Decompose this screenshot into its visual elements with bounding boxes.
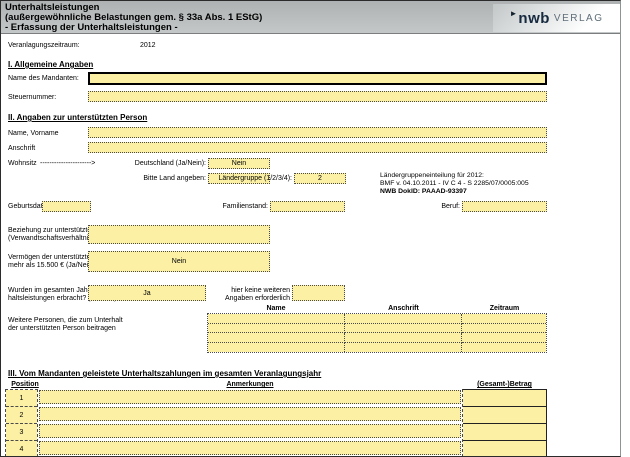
deutschland-label: Deutschland (Ja/Nein):: [134, 160, 206, 167]
anmerkungen-cell[interactable]: [39, 424, 461, 438]
betrag-column: [462, 389, 547, 457]
beruf-field[interactable]: [462, 201, 547, 212]
wohnsitz-deutschland-field[interactable]: Nein: [208, 158, 270, 169]
col-header-position: Position: [11, 381, 39, 388]
nwb-dokid-line: NWB DokID: PAAAD-93397: [380, 188, 467, 195]
form-title-line3: - Erfassung der Unterhaltsleistungen -: [5, 22, 178, 33]
betrag-cell[interactable]: [463, 390, 546, 407]
position-cell: 2: [6, 407, 37, 424]
laendergruppe-label: Ländergruppe (1/2/3/4):: [218, 175, 292, 182]
person-anschrift-field[interactable]: [88, 142, 547, 153]
familienstand-label: Familienstand:: [222, 203, 268, 210]
wohnsitz-arrow: ---------------------->: [40, 160, 96, 167]
logo-brand-text: nwb: [518, 9, 550, 27]
wp-header-anschrift: Anschrift: [388, 305, 419, 312]
section2-heading: II. Angaben zur unterstützten Person: [8, 113, 148, 122]
weitere-personen-cell[interactable]: [345, 333, 462, 343]
header-bar: Unterhaltsleistungen (außergewöhnliche B…: [1, 1, 621, 34]
beruf-label: Beruf:: [441, 203, 460, 210]
beziehung-label-line2: (Verwandtschaftsverhältnis o. Ä.): [8, 235, 111, 242]
position-cell: 1: [6, 390, 37, 407]
position-cell: 3: [6, 424, 37, 441]
weitere-personen-cell[interactable]: [208, 333, 345, 343]
period-label: Veranlagungszeitraum:: [8, 42, 80, 49]
unterhalt-ganzjahr-field[interactable]: Ja: [88, 285, 206, 301]
weitere-personen-label-line1: Weitere Personen, die zum Unterhalt: [8, 317, 123, 324]
mandant-label: Name des Mandanten:: [8, 75, 79, 82]
land-field[interactable]: [208, 173, 270, 184]
weitere-personen-cell[interactable]: [208, 314, 345, 324]
nwb-verlag-logo: ► nwb VERLAG: [493, 4, 620, 32]
familienstand-field[interactable]: [270, 201, 345, 212]
geburtsdatum-label: Geburtsdatum:: [8, 203, 55, 210]
weitere-personen-cell[interactable]: [345, 314, 462, 324]
keine-weiteren-angaben-field[interactable]: [292, 285, 345, 301]
betrag-cell[interactable]: [463, 441, 546, 457]
weitere-personen-cell[interactable]: [208, 323, 345, 333]
weitere-personen-cell[interactable]: [462, 342, 546, 352]
laendergruppe-field[interactable]: 2: [294, 173, 346, 184]
laendergruppen-info-line1: Ländergruppeneinteilung für 2012:: [380, 172, 484, 179]
geburtsdatum-field[interactable]: [42, 201, 91, 212]
betrag-cell[interactable]: [463, 407, 546, 424]
section3-heading: III. Vom Mandanten geleistete Unterhalts…: [8, 369, 322, 378]
steuernummer-field[interactable]: [88, 91, 547, 102]
weitere-personen-table: [207, 313, 547, 353]
person-name-label: Name, Vorname: [8, 130, 59, 137]
weitere-personen-cell[interactable]: [345, 323, 462, 333]
mandant-name-field[interactable]: [88, 72, 547, 85]
weitere-personen-cell[interactable]: [208, 342, 345, 352]
period-value: 2012: [140, 42, 156, 49]
wohnsitz-label: Wohnsitz: [8, 160, 37, 167]
vermoegen-label-line2: mehr als 15.500 € (Ja/Nein): [8, 262, 95, 269]
vermoegen-label-line1: Vermögen der unterstützten Person:: [8, 254, 121, 261]
position-cell: 4: [6, 441, 37, 457]
col-header-betrag: (Gesamt-)Betrag: [477, 381, 532, 388]
ganzjahr-label-line2: haltsleistungen erbracht? (Ja/Nein): [8, 295, 117, 302]
vermoegen-field[interactable]: Nein: [88, 251, 270, 272]
form-title-line2: (außergewöhnliche Belastungen gem. § 33a…: [5, 12, 263, 23]
section1-heading: I. Allgemeine Angaben: [8, 60, 94, 69]
anmerkungen-cell[interactable]: [39, 407, 461, 421]
hinweis-label-line1: hier keine weiteren: [231, 287, 290, 294]
position-column: 1 2 3 4: [5, 389, 38, 457]
land-label: Bitte Land angeben:: [143, 175, 206, 182]
anmerkungen-cell[interactable]: [39, 441, 461, 455]
beziehung-field[interactable]: [88, 225, 270, 244]
person-anschrift-label: Anschrift: [8, 145, 36, 152]
wp-header-zeitraum: Zeitraum: [489, 305, 520, 312]
weitere-personen-cell[interactable]: [462, 323, 546, 333]
bmf-reference-line: BMF v. 04.10.2011 - IV C 4 - S 2285/07/0…: [380, 180, 529, 187]
logo-suffix-text: VERLAG: [553, 12, 604, 24]
weitere-personen-label-line2: der unterstützten Person beitragen: [8, 325, 116, 332]
wp-header-name: Name: [266, 305, 286, 312]
beziehung-label-line1: Beziehung zur unterstützten Person:: [8, 227, 122, 234]
betrag-cell[interactable]: [463, 424, 546, 441]
col-header-anmerkungen: Anmerkungen: [226, 381, 274, 388]
hinweis-label-line2: Angaben erforderlich: [225, 295, 290, 302]
nwb-arrow-icon: ►: [509, 8, 518, 18]
weitere-personen-cell[interactable]: [462, 333, 546, 343]
steuernummer-label: Steuernummer:: [8, 94, 57, 101]
weitere-personen-cell[interactable]: [462, 314, 546, 324]
form-title-line1: Unterhaltsleistungen: [5, 2, 100, 13]
ganzjahr-label-line1: Wurden im gesamten Jahr Unter-: [8, 287, 112, 294]
anmerkungen-cell[interactable]: [39, 390, 461, 404]
weitere-personen-cell[interactable]: [345, 342, 462, 352]
person-name-field[interactable]: [88, 127, 547, 138]
